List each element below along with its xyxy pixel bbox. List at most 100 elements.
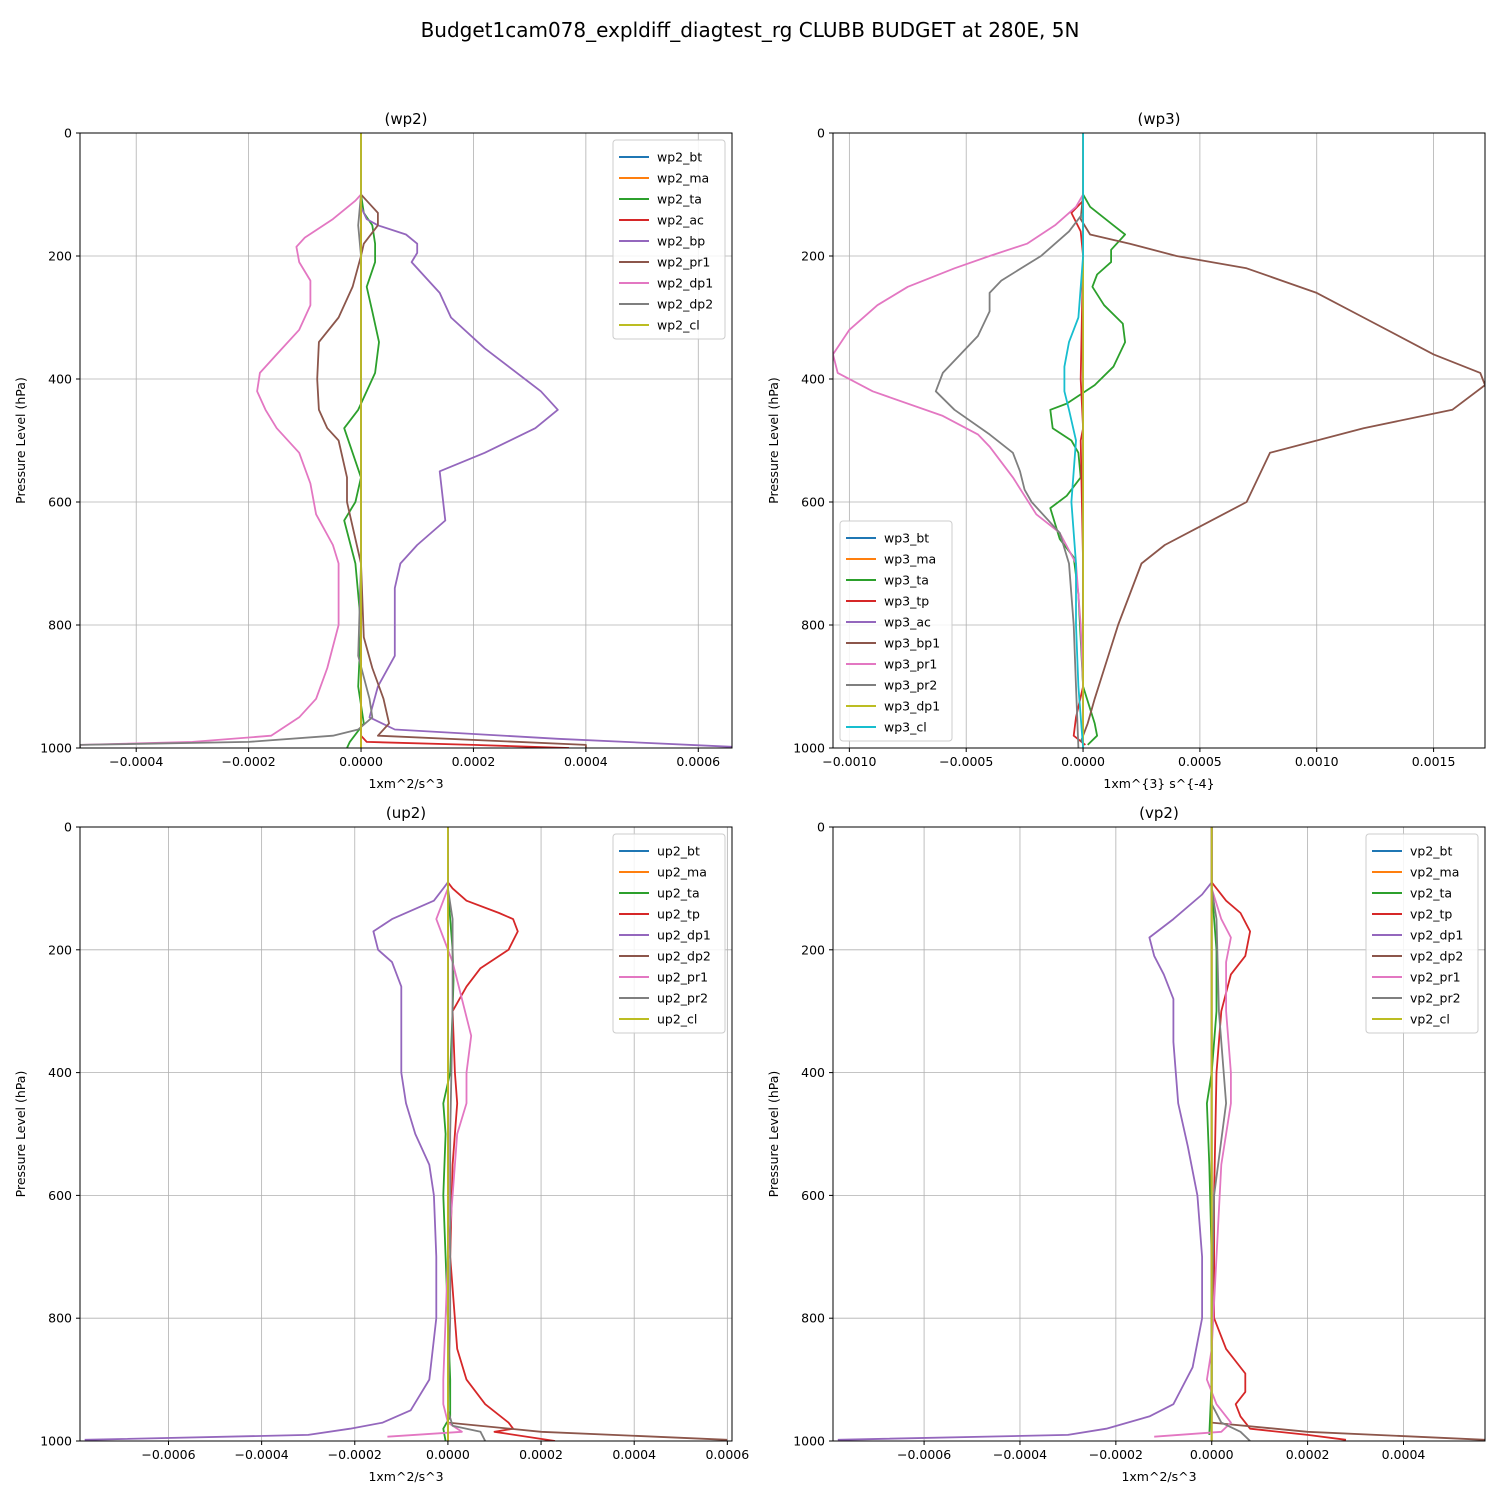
x-tick-label: −0.0010: [822, 754, 876, 769]
series-line-up2_dp1: [84, 827, 449, 1441]
legend-box: [612, 833, 726, 1034]
legend-label: up2_ta: [657, 886, 700, 901]
y-axis-label: Pressure Level (hPa): [13, 377, 28, 504]
legend-label: wp2_bp: [657, 234, 705, 249]
x-tick-label: 0.0000: [426, 1447, 470, 1462]
series-line-up2_tp: [446, 827, 556, 1441]
legend-label: up2_ma: [657, 865, 707, 880]
series-line-vp2_tp: [1210, 827, 1347, 1441]
legend: up2_bt up2_ma up2_ta up2_tp up2_dp1 up2_dp2up…: [612, 833, 726, 1034]
x-tick-label: 0.0006: [676, 754, 720, 769]
series-line-up2_pr1: [387, 827, 473, 1438]
series-group: [80, 133, 732, 748]
x-axis-label: 1xm^2/s^3: [368, 776, 443, 791]
y-tick-label: 200: [48, 942, 72, 957]
y-tick-label: 200: [801, 249, 825, 264]
series-line-vp2_pr2: [1210, 827, 1251, 1441]
legend-label: wp2_dp2: [657, 297, 713, 312]
x-tick-label: 0.0000: [1061, 754, 1105, 769]
x-axis-label: 1xm^{3} s^{-4}: [1103, 776, 1214, 791]
series-line-wp3_bp1: [1079, 133, 1485, 743]
y-tick-label: 400: [801, 372, 825, 387]
x-tick-label: −0.0006: [897, 1447, 951, 1462]
legend-label: vp2_cl: [1410, 1012, 1450, 1027]
x-tick-label: −0.0002: [1089, 1447, 1143, 1462]
legend-label: up2_tp: [657, 907, 700, 922]
y-tick-label: 600: [48, 1188, 72, 1203]
series-group: [833, 133, 1485, 748]
plot-frame: [832, 826, 1486, 1442]
x-tick-label: −0.0002: [222, 754, 276, 769]
legend-label: wp3_bp1: [884, 636, 940, 651]
y-tick-label: 600: [48, 495, 72, 510]
y-tick-label: 600: [801, 495, 825, 510]
legend: vp2_bt vp2_ma vp2_ta vp2_tp vp2_dp1 vp2_dp2vp…: [1365, 833, 1479, 1034]
series-line-wp3_pr1: [833, 133, 1084, 748]
legend-label: vp2_pr1: [1410, 970, 1461, 985]
y-axis-label: Pressure Level (hPa): [766, 377, 781, 504]
legend-label: wp3_tp: [884, 594, 929, 609]
series-line-wp2_dp2: [80, 133, 374, 748]
y-tick-label: 0: [64, 126, 72, 141]
legend-label: vp2_ma: [1410, 865, 1459, 880]
legend-box: [1365, 833, 1479, 1034]
legend: wp2_bt wp2_ma wp2_ta wp2_ac wp2_bp wp2_pr1 wp2…: [612, 139, 726, 340]
legend-label: up2_bt: [657, 844, 700, 859]
series-line-wp3_pr2: [934, 133, 1084, 748]
series-group: [84, 827, 728, 1441]
series-line-wp3_ta: [1049, 133, 1126, 746]
legend-label: up2_pr1: [657, 970, 708, 985]
plot-frame: [79, 826, 733, 1442]
x-tick-label: −0.0005: [939, 754, 993, 769]
series-line-wp2_ta: [343, 133, 380, 748]
x-tick-label: −0.0002: [328, 1447, 382, 1462]
legend-label: wp2_ac: [657, 213, 704, 228]
x-tick-label: 0.0002: [1286, 1447, 1330, 1462]
y-tick-label: 400: [48, 372, 72, 387]
y-tick-label: 600: [801, 1188, 825, 1203]
y-tick-label: 1000: [40, 1434, 72, 1449]
panel-0: −0.0004 −0.0002 0.0000 0.0002 0.0004 0.0006 0 2…: [13, 110, 733, 791]
legend-label: wp3_bt: [884, 531, 929, 546]
y-tick-label: 400: [801, 1065, 825, 1080]
panel-title: (vp2): [1139, 804, 1179, 822]
x-tick-label: 0.0002: [519, 1447, 563, 1462]
legend-label: vp2_dp2: [1410, 949, 1463, 964]
y-tick-label: 1000: [40, 741, 72, 756]
panels: −0.0004 −0.0002 0.0000 0.0002 0.0004 0.0006 0 2…: [13, 110, 1486, 1484]
legend-label: vp2_dp1: [1410, 928, 1463, 943]
y-tick-label: 0: [64, 820, 72, 835]
legend-label: wp2_cl: [657, 318, 700, 333]
x-tick-label: −0.0006: [141, 1447, 195, 1462]
series-line-wp2_bp: [360, 133, 732, 748]
x-axis-label: 1xm^2/s^3: [368, 1469, 443, 1484]
plot-frame: [832, 132, 1486, 749]
y-tick-label: 400: [48, 1065, 72, 1080]
x-tick-label: 0.0000: [1190, 1447, 1234, 1462]
y-tick-label: 800: [801, 1311, 825, 1326]
y-tick-label: 0: [817, 126, 825, 141]
x-tick-label: 0.0005: [1178, 754, 1222, 769]
y-axis-label: Pressure Level (hPa): [13, 1071, 28, 1198]
y-tick-label: 800: [48, 1311, 72, 1326]
legend-box: [612, 139, 726, 340]
legend-label: vp2_bt: [1410, 844, 1452, 859]
series-line-wp2_ac: [360, 133, 570, 748]
legend-label: wp2_bt: [657, 150, 702, 165]
y-tick-label: 800: [801, 618, 825, 633]
panel-title: (wp3): [1137, 110, 1180, 128]
legend-label: wp3_ac: [884, 615, 931, 630]
y-axis-label: Pressure Level (hPa): [766, 1071, 781, 1198]
legend-label: up2_dp2: [657, 949, 711, 964]
series-line-wp2_dp1: [80, 133, 362, 746]
x-tick-label: 0.0002: [452, 754, 496, 769]
plot-frame: [79, 132, 733, 749]
series-line-up2_ta: [442, 827, 455, 1441]
x-axis-label: 1xm^2/s^3: [1121, 1469, 1196, 1484]
legend-label: wp2_ta: [657, 192, 702, 207]
x-tick-label: 0.0006: [705, 1447, 749, 1462]
legend-label: vp2_tp: [1410, 907, 1452, 922]
series-group: [837, 827, 1485, 1441]
y-tick-label: 0: [817, 820, 825, 835]
